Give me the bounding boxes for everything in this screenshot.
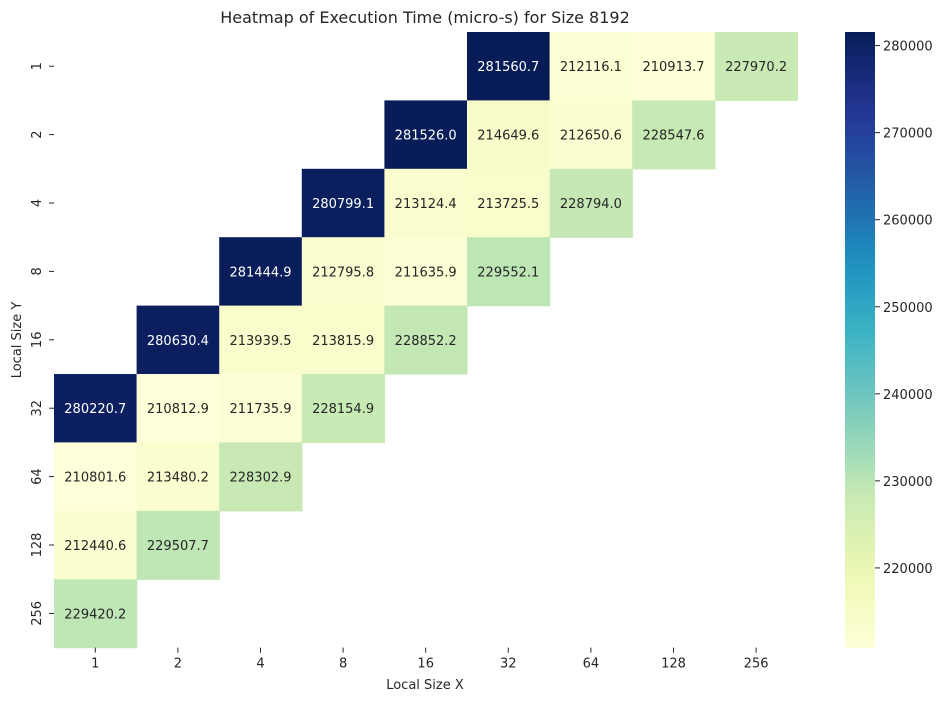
cell-value-label: 281444.9 xyxy=(229,265,291,280)
cell-value-label: 213124.4 xyxy=(395,197,457,212)
x-tick-label: 32 xyxy=(500,657,517,672)
cell-value-label: 227970.2 xyxy=(725,60,787,75)
y-axis-ticks: 1 2 4 8 16 32 64 128 256 xyxy=(30,62,54,626)
cell-value-label: 280220.7 xyxy=(64,402,126,417)
cell-value-label: 280630.4 xyxy=(147,334,209,349)
x-tick-label: 4 xyxy=(256,657,264,672)
cell-value-label: 212440.6 xyxy=(64,539,126,554)
heatmap-cell xyxy=(301,374,385,443)
x-tick-label: 2 xyxy=(174,657,182,672)
heatmap-cell xyxy=(384,237,468,307)
x-tick-label: 16 xyxy=(417,657,434,672)
colorbar-tick-label: 230000 xyxy=(883,475,933,490)
cell-value-label: 213480.2 xyxy=(147,471,209,486)
colorbar-tick-label: 270000 xyxy=(883,127,933,142)
heatmap-cell xyxy=(467,237,551,307)
heatmap-cell xyxy=(219,237,303,307)
heatmap-cell xyxy=(219,442,303,512)
heatmap-cell xyxy=(549,32,633,101)
heatmap-cell xyxy=(467,100,551,170)
heatmap-cell xyxy=(301,305,385,375)
cell-value-label: 281560.7 xyxy=(477,60,539,75)
heatmap-cell xyxy=(632,100,716,170)
heatmap-cell xyxy=(301,168,385,238)
cell-value-label: 210913.7 xyxy=(642,60,704,75)
y-tick-label: 2 xyxy=(30,130,45,138)
colorbar xyxy=(845,32,875,648)
heatmap-cell xyxy=(54,442,138,512)
y-axis-title: Local Size Y xyxy=(10,302,25,379)
colorbar-ticks: 220000 230000 240000 250000 260000 270000 2800… xyxy=(875,40,933,577)
cell-value-label: 212795.8 xyxy=(312,265,374,280)
heatmap-cell xyxy=(136,510,220,580)
y-tick-label: 8 xyxy=(30,267,45,275)
colorbar-tick-label: 220000 xyxy=(883,562,933,577)
y-tick-label: 32 xyxy=(30,400,45,417)
heatmap-cell xyxy=(549,168,633,238)
heatmap-cell xyxy=(467,32,551,101)
x-tick-label: 128 xyxy=(661,657,686,672)
y-tick-label: 16 xyxy=(30,332,45,349)
cell-value-label: 228852.2 xyxy=(395,334,457,349)
heatmap-cell xyxy=(219,305,303,375)
y-tick-label: 1 xyxy=(30,62,45,70)
cell-value-label: 213725.5 xyxy=(477,197,539,212)
x-axis-title: Local Size X xyxy=(386,678,464,693)
cell-value-label: 211635.9 xyxy=(395,265,457,280)
heatmap-cell xyxy=(467,168,551,238)
cell-value-label: 228547.6 xyxy=(642,129,704,144)
x-tick-label: 1 xyxy=(91,657,99,672)
y-tick-label: 4 xyxy=(30,199,45,207)
heatmap-cell xyxy=(54,579,138,649)
cell-value-label: 229507.7 xyxy=(147,539,209,554)
cell-value-label: 228302.9 xyxy=(229,471,291,486)
heatmap-cell xyxy=(219,374,303,443)
colorbar-tick-label: 250000 xyxy=(883,301,933,316)
heatmap-cell xyxy=(136,442,220,512)
heatmap-cell xyxy=(549,100,633,170)
x-tick-label: 256 xyxy=(744,657,769,672)
cell-value-label: 212116.1 xyxy=(560,60,622,75)
cell-value-label: 213939.5 xyxy=(229,334,291,349)
y-tick-label: 64 xyxy=(30,468,45,485)
y-tick-label: 128 xyxy=(30,533,45,558)
cell-value-label: 213815.9 xyxy=(312,334,374,349)
heatmap-cell xyxy=(301,237,385,307)
colorbar-tick-label: 280000 xyxy=(883,40,933,55)
cell-value-label: 210812.9 xyxy=(147,402,209,417)
colorbar-tick-label: 260000 xyxy=(883,214,933,229)
heatmap-cells: 281560.7 212116.1 210913.7 227970.2 281526.0… xyxy=(54,32,798,649)
x-tick-label: 8 xyxy=(339,657,347,672)
heatmap-cell xyxy=(384,100,468,170)
heatmap-cell xyxy=(136,374,220,443)
cell-value-label: 280799.1 xyxy=(312,197,374,212)
heatmap-cell xyxy=(54,374,138,443)
cell-value-label: 228154.9 xyxy=(312,402,374,417)
cell-value-label: 210801.6 xyxy=(64,471,126,486)
heatmap-cell xyxy=(384,168,468,238)
heatmap-cell xyxy=(632,32,716,101)
cell-value-label: 214649.6 xyxy=(477,129,539,144)
x-axis-ticks: 1 2 4 8 16 32 64 128 256 xyxy=(91,647,769,672)
y-tick-label: 256 xyxy=(30,601,45,626)
cell-value-label: 211735.9 xyxy=(229,402,291,417)
x-tick-label: 64 xyxy=(583,657,600,672)
cell-value-label: 229420.2 xyxy=(64,607,126,622)
heatmap-cell xyxy=(136,305,220,375)
cell-value-label: 281526.0 xyxy=(395,129,457,144)
cell-value-label: 229552.1 xyxy=(477,265,539,280)
cell-value-label: 212650.6 xyxy=(560,129,622,144)
heatmap-cell xyxy=(54,510,138,580)
heatmap-cell xyxy=(714,32,798,101)
chart-title: Heatmap of Execution Time (micro-s) for … xyxy=(220,8,630,27)
heatmap-cell xyxy=(384,305,468,375)
colorbar-tick-label: 240000 xyxy=(883,388,933,403)
cell-value-label: 228794.0 xyxy=(560,197,622,212)
